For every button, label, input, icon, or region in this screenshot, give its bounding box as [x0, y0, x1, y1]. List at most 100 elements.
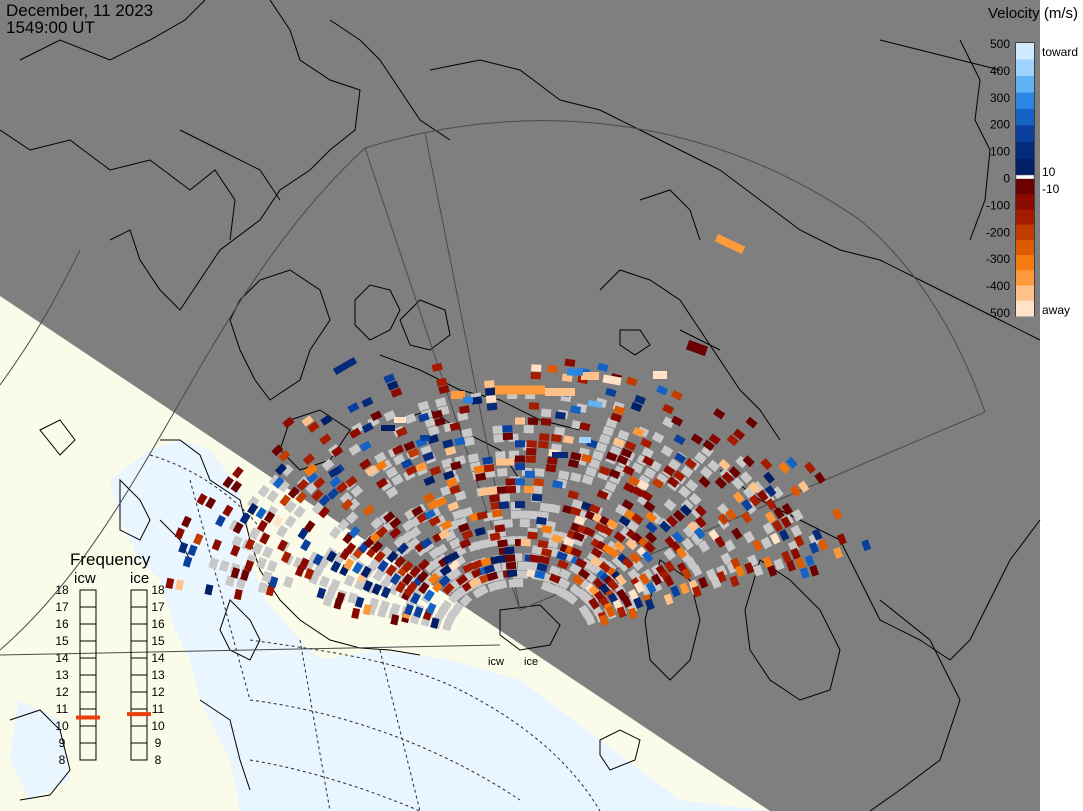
- ground-scatter-cell: [606, 540, 619, 553]
- frequency-marker: [76, 715, 100, 720]
- velocity-cell: [684, 457, 698, 470]
- velocity-cell: [781, 550, 792, 563]
- velocity-cell: [624, 440, 637, 452]
- velocity-cell: [211, 539, 222, 551]
- negative-threshold-label: -10: [1042, 182, 1060, 196]
- velocity-cell: [468, 577, 481, 589]
- velocity-cell: [282, 416, 295, 429]
- velocity-cell: [304, 567, 315, 580]
- velocity-cell: [383, 373, 396, 384]
- velocity-cell: [694, 516, 707, 529]
- ground-scatter-cell: [773, 558, 785, 571]
- ground-scatter-cell: [554, 426, 566, 436]
- velocity-cell: [279, 494, 292, 507]
- velocity-cell: [487, 486, 499, 495]
- ground-scatter-cell: [720, 552, 733, 565]
- ground-scatter-cell: [602, 425, 615, 437]
- velocity-cell: [307, 421, 320, 433]
- velocity-cell: [744, 562, 755, 575]
- colorbar-toward-swatch: [1016, 142, 1034, 159]
- velocity-cell: [731, 527, 743, 540]
- frequency-scale-cell: [79, 742, 97, 761]
- ground-scatter-cell: [385, 486, 399, 499]
- ground-scatter-cell: [569, 472, 582, 483]
- colorbar-tick-label: 300: [990, 91, 1010, 105]
- velocity-cell: [732, 428, 746, 441]
- ground-scatter-cell: [510, 510, 522, 519]
- velocity-cell: [482, 456, 494, 465]
- frequency-scale-label: 18: [151, 583, 165, 597]
- velocity-cell: [625, 538, 638, 551]
- ground-scatter-cell: [218, 560, 230, 573]
- velocity-cell: [406, 581, 419, 594]
- velocity-cell: [693, 527, 706, 540]
- ground-scatter-cell: [345, 511, 359, 525]
- frequency-scale-label: 14: [55, 651, 69, 665]
- velocity-cell: [645, 521, 658, 534]
- frequency-scale-label: 12: [55, 685, 69, 699]
- ground-scatter-cell: [558, 470, 570, 481]
- velocity-cell: [651, 477, 665, 489]
- velocity-cell: [599, 614, 609, 626]
- ground-scatter-cell: [540, 408, 552, 418]
- velocity-cell: [375, 526, 388, 539]
- velocity-cell: [714, 234, 746, 254]
- velocity-cell: [490, 501, 502, 510]
- velocity-cell: [674, 452, 687, 464]
- velocity-cell: [359, 458, 372, 471]
- ground-scatter-cell: [571, 498, 584, 510]
- ground-scatter-cell: [347, 592, 358, 605]
- velocity-cell: [331, 445, 344, 458]
- velocity-cell: [567, 459, 580, 469]
- velocity-cell: [274, 463, 287, 476]
- ground-scatter-cell: [408, 526, 422, 539]
- ground-scatter-cell: [694, 451, 707, 465]
- velocity-cell: [515, 539, 525, 547]
- velocity-cell: [478, 487, 490, 497]
- velocity-cell: [540, 417, 552, 426]
- velocity-cell: [416, 570, 429, 583]
- velocity-cell: [295, 491, 308, 504]
- velocity-cell: [589, 555, 603, 568]
- velocity-cell: [377, 559, 389, 573]
- velocity-cell: [259, 532, 271, 545]
- velocity-cell: [600, 525, 614, 537]
- velocity-cell: [643, 500, 656, 513]
- ground-scatter-cell: [591, 450, 604, 461]
- velocity-cell: [484, 380, 495, 388]
- colorbar-tick-label: 0: [1003, 172, 1010, 186]
- velocity-cell: [564, 358, 576, 367]
- velocity-cell: [551, 480, 564, 489]
- ground-scatter-cell: [565, 592, 578, 605]
- velocity-cell: [181, 515, 192, 528]
- velocity-cell: [428, 515, 441, 527]
- ground-scatter-cell: [284, 515, 297, 528]
- velocity-cell: [506, 569, 518, 578]
- velocity-cell: [718, 458, 731, 471]
- ground-scatter-cell: [293, 505, 306, 519]
- velocity-cell: [631, 512, 644, 525]
- velocity-cell: [769, 532, 781, 545]
- ground-scatter-cell: [493, 433, 504, 443]
- ground-scatter-cell: [651, 431, 665, 444]
- colorbar-toward-swatch: [1016, 76, 1034, 93]
- ground-scatter-cell: [266, 489, 279, 503]
- velocity-cell: [607, 578, 619, 591]
- velocity-cell: [373, 550, 386, 563]
- velocity-cell: [780, 516, 792, 529]
- velocity-cell: [411, 505, 424, 517]
- frequency-title: Frequency: [70, 550, 151, 569]
- velocity-cell: [645, 581, 657, 594]
- positive-threshold-label: 10: [1042, 165, 1056, 179]
- ground-scatter-cell: [557, 577, 571, 590]
- velocity-cell: [255, 507, 267, 520]
- velocity-cell: [629, 551, 642, 564]
- velocity-cell: [583, 526, 596, 538]
- velocity-cell: [440, 519, 453, 531]
- velocity-cell: [417, 412, 430, 423]
- velocity-cell: [795, 557, 806, 570]
- velocity-cell: [728, 466, 741, 479]
- velocity-cell: [606, 518, 619, 530]
- velocity-cell: [187, 544, 198, 557]
- ground-scatter-cell: [350, 484, 364, 498]
